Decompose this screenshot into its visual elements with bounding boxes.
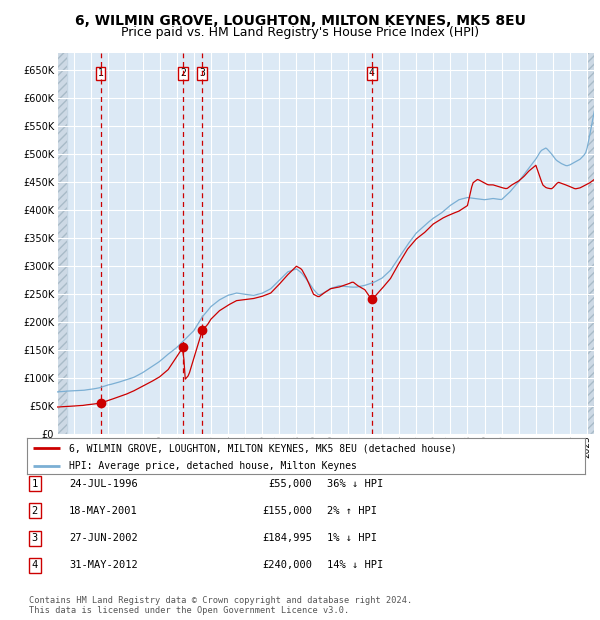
Text: HPI: Average price, detached house, Milton Keynes: HPI: Average price, detached house, Milt… — [69, 461, 357, 471]
Text: 1: 1 — [98, 68, 104, 79]
Text: 24-JUL-1996: 24-JUL-1996 — [69, 479, 138, 489]
Text: 2: 2 — [180, 68, 186, 79]
Text: 2: 2 — [32, 506, 38, 516]
Text: Price paid vs. HM Land Registry's House Price Index (HPI): Price paid vs. HM Land Registry's House … — [121, 26, 479, 39]
Text: £55,000: £55,000 — [268, 479, 312, 489]
Text: 4: 4 — [369, 68, 375, 79]
Text: 6, WILMIN GROVE, LOUGHTON, MILTON KEYNES, MK5 8EU (detached house): 6, WILMIN GROVE, LOUGHTON, MILTON KEYNES… — [69, 443, 457, 453]
Text: £184,995: £184,995 — [262, 533, 312, 543]
Bar — [588, 53, 594, 434]
Text: 31-MAY-2012: 31-MAY-2012 — [69, 560, 138, 570]
Text: Contains HM Land Registry data © Crown copyright and database right 2024.
This d: Contains HM Land Registry data © Crown c… — [29, 596, 412, 615]
Text: 6, WILMIN GROVE, LOUGHTON, MILTON KEYNES, MK5 8EU: 6, WILMIN GROVE, LOUGHTON, MILTON KEYNES… — [74, 14, 526, 28]
Text: 1: 1 — [32, 479, 38, 489]
Text: 4: 4 — [32, 560, 38, 570]
Text: 27-JUN-2002: 27-JUN-2002 — [69, 533, 138, 543]
Text: 1% ↓ HPI: 1% ↓ HPI — [327, 533, 377, 543]
Text: 3: 3 — [199, 68, 205, 79]
Bar — [57, 53, 67, 434]
Text: 14% ↓ HPI: 14% ↓ HPI — [327, 560, 383, 570]
Bar — [57, 53, 67, 434]
Text: 2% ↑ HPI: 2% ↑ HPI — [327, 506, 377, 516]
Text: 18-MAY-2001: 18-MAY-2001 — [69, 506, 138, 516]
Text: £240,000: £240,000 — [262, 560, 312, 570]
Text: 3: 3 — [32, 533, 38, 543]
Text: £155,000: £155,000 — [262, 506, 312, 516]
Text: 36% ↓ HPI: 36% ↓ HPI — [327, 479, 383, 489]
Bar — [588, 53, 594, 434]
